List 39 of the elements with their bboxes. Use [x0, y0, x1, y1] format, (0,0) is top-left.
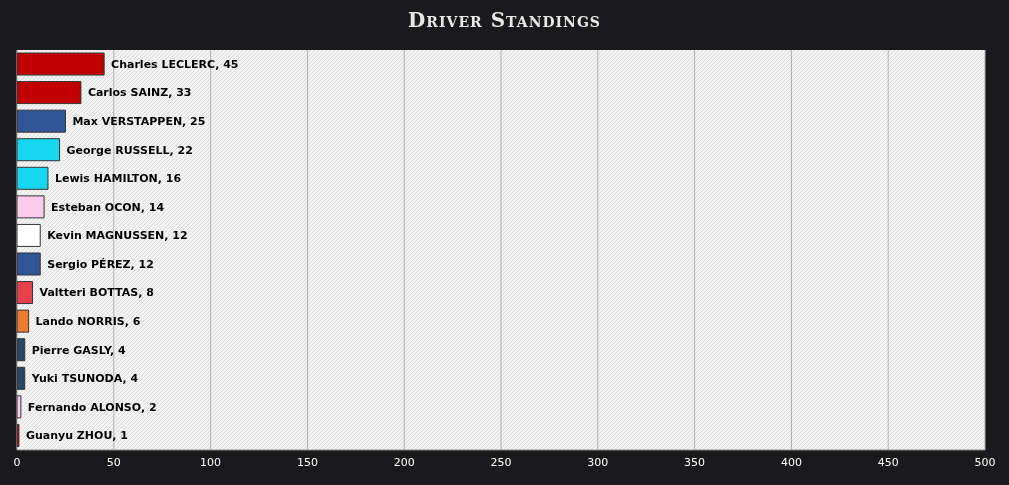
data-label: Charles LECLERC, 45: [111, 57, 239, 71]
bar: [17, 138, 61, 162]
x-tick-label: 400: [780, 455, 802, 469]
bar: [17, 52, 105, 76]
data-label: Max VERSTAPPEN, 25: [72, 114, 206, 128]
x-tick-label: 250: [490, 455, 512, 469]
data-label: George RUSSELL, 22: [66, 143, 193, 157]
data-label: Valtteri BOTTAS, 8: [39, 286, 154, 300]
data-label: Kevin MAGNUSSEN, 12: [47, 229, 188, 243]
bar: [17, 81, 82, 105]
bar: [17, 109, 66, 133]
bar: [17, 252, 41, 276]
data-label: Lando NORRIS, 6: [35, 314, 141, 328]
x-tick-label: 450: [877, 455, 899, 469]
x-tick-label: 50: [106, 455, 121, 469]
bar: [17, 366, 26, 390]
bar: [17, 195, 45, 219]
data-label: Lewis HAMILTON, 16: [54, 172, 182, 186]
data-label: Fernando ALONSO, 2: [27, 400, 157, 414]
x-tick-label: 100: [200, 455, 222, 469]
x-tick-label: 150: [296, 455, 318, 469]
x-tick-label: 200: [393, 455, 415, 469]
data-label: Esteban OCON, 14: [51, 200, 165, 214]
x-tick-label: 300: [587, 455, 609, 469]
bar: [17, 309, 30, 333]
data-label: Carlos SAINZ, 33: [87, 86, 192, 100]
bar: [17, 223, 41, 247]
data-label: Yuki TSUNODA, 4: [30, 372, 139, 386]
data-label: Sergio PÉREZ, 12: [47, 257, 154, 271]
bar: [17, 166, 49, 190]
bar: [17, 338, 26, 362]
x-tick-label: 350: [684, 455, 706, 469]
x-tick-label: 0: [13, 455, 21, 469]
data-label: Guanyu ZHOU, 1: [25, 429, 129, 443]
data-label: Pierre GASLY, 4: [31, 343, 127, 357]
bar: [17, 281, 33, 305]
chart-title: Driver Standings: [407, 8, 602, 32]
x-tick-label: 500: [974, 455, 996, 469]
bar: [17, 395, 22, 419]
